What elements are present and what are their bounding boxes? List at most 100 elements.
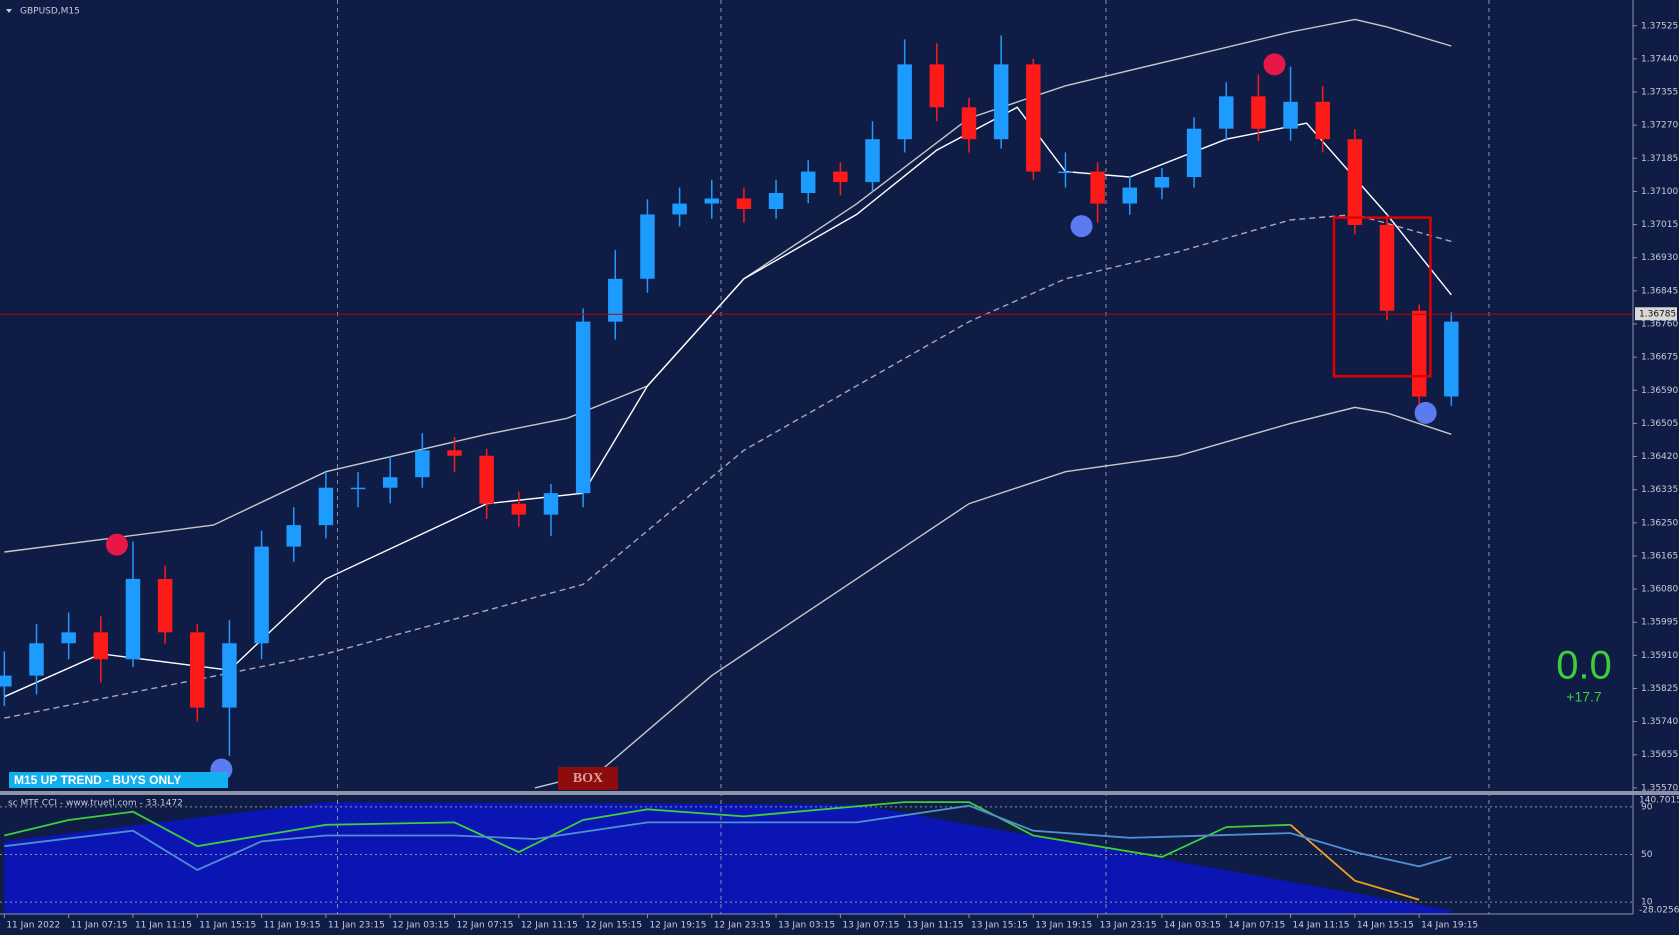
candle-body [125, 578, 141, 660]
y-tick-label: 1.36675 [1641, 353, 1678, 363]
candle-body [1411, 310, 1427, 397]
y-tick-label: 1.37355 [1641, 88, 1678, 98]
cci-tick-label: 90 [1641, 802, 1653, 812]
candle-body [961, 107, 977, 140]
y-tick-label: 1.36420 [1641, 452, 1678, 462]
x-tick-label: 13 Jan 15:15 [971, 921, 1028, 931]
y-tick-label: 1.35570 [1641, 783, 1678, 793]
y-tick-label: 1.36165 [1641, 551, 1678, 561]
y-tick-label: 1.36335 [1641, 485, 1678, 495]
y-tick-label: 1.35910 [1641, 651, 1678, 661]
x-tick-label: 11 Jan 07:15 [71, 921, 128, 931]
candle-body [640, 214, 655, 279]
candle-body [1379, 224, 1395, 311]
current-price-label: 1.36785 [1639, 310, 1676, 320]
y-tick-label: 1.36760 [1641, 319, 1678, 329]
candle-body [993, 64, 1009, 140]
y-tick-label: 1.36930 [1641, 253, 1678, 263]
box-zone [1332, 216, 1432, 378]
cci-histogram [4, 802, 1452, 914]
candle-body [736, 198, 752, 209]
candle-body [897, 64, 912, 140]
candle-body [1026, 64, 1041, 172]
current-price-tag [1635, 307, 1677, 321]
x-tick-label: 14 Jan 11:15 [1293, 921, 1350, 931]
candle-body [447, 450, 462, 456]
y-tick-label: 1.36590 [1641, 386, 1678, 396]
signal [1070, 215, 1093, 238]
y-tick-label: 1.37015 [1641, 220, 1678, 230]
candle-body [1283, 101, 1298, 129]
candle-body [1219, 96, 1234, 129]
cci-max-label: 140.7015 [1639, 796, 1679, 806]
x-tick-label: 12 Jan 07:15 [457, 921, 514, 931]
cci-tick-label: 50 [1641, 850, 1653, 860]
candle-body [1444, 321, 1459, 397]
x-tick-label: 14 Jan 07:15 [1228, 921, 1285, 931]
candle-body [511, 503, 527, 515]
cci-line [4, 804, 1452, 872]
candle-body [0, 675, 12, 687]
indicator-line [4, 106, 1452, 698]
indicator-line [4, 18, 1452, 553]
candle-body [382, 477, 398, 488]
candle-body [222, 643, 237, 708]
y-tick-label: 1.35995 [1641, 618, 1678, 628]
cci-line [1289, 824, 1420, 901]
x-tick-label: 13 Jan 07:15 [842, 921, 899, 931]
y-tick-label: 1.35655 [1641, 750, 1678, 760]
candle-body [415, 450, 430, 478]
candle-body [1347, 139, 1363, 225]
y-tick-label: 1.35740 [1641, 717, 1678, 727]
candle-body [157, 578, 173, 633]
y-tick-label: 1.37270 [1641, 121, 1678, 131]
candle-body [575, 321, 591, 494]
candle-body [254, 546, 269, 644]
x-tick-label: 12 Jan 03:15 [392, 921, 449, 931]
x-tick-label: 11 Jan 15:15 [199, 921, 256, 931]
symbol-label: GBPUSD,M15 [20, 7, 80, 17]
candle-body [1090, 171, 1105, 204]
x-tick-label: 11 Jan 19:15 [264, 921, 321, 931]
trend-label: M15 UP TREND - BUYS ONLY [14, 773, 181, 787]
x-tick-label: 13 Jan 03:15 [778, 921, 835, 931]
candle-body [190, 632, 205, 708]
x-tick-label: 14 Jan 03:15 [1164, 921, 1221, 931]
candle-body [704, 198, 719, 204]
x-tick-label: 11 Jan 11:15 [135, 921, 192, 931]
candle-body [1186, 128, 1202, 178]
y-tick-label: 1.37100 [1641, 187, 1678, 197]
y-tick-label: 1.35825 [1641, 684, 1678, 694]
candle-body [1154, 177, 1170, 188]
candle-body [350, 487, 366, 490]
x-tick-label: 12 Jan 11:15 [521, 921, 578, 931]
y-tick-label: 1.37440 [1641, 54, 1678, 64]
box-button-label[interactable]: BOX [573, 771, 603, 786]
symbol-arrow [6, 9, 12, 13]
indicator-line [534, 406, 1452, 789]
candle-body [1315, 101, 1330, 140]
x-tick-label: 13 Jan 11:15 [907, 921, 964, 931]
y-tick-label: 1.36845 [1641, 286, 1678, 296]
candle-body [1058, 171, 1073, 174]
x-tick-label: 11 Jan 23:15 [328, 921, 385, 931]
score-delta: +17.7 [1566, 689, 1602, 705]
y-tick-label: 1.37525 [1641, 21, 1678, 31]
x-tick-label: 13 Jan 23:15 [1100, 921, 1157, 931]
indicator-line [4, 213, 1452, 719]
panel-divider [0, 791, 1679, 795]
box-button[interactable] [558, 767, 618, 790]
x-tick-label: 11 Jan 2022 [6, 921, 60, 931]
candle-body [768, 193, 784, 209]
x-tick-label: 12 Jan 15:15 [585, 921, 642, 931]
candle-body [286, 525, 301, 547]
candle-body [672, 203, 687, 215]
candle-body [318, 487, 334, 526]
candle-body [1251, 96, 1266, 129]
x-tick-label: 12 Jan 23:15 [714, 921, 771, 931]
candle-body [1122, 187, 1138, 204]
score: 0.0 [1556, 644, 1612, 688]
candle-body [543, 493, 559, 515]
